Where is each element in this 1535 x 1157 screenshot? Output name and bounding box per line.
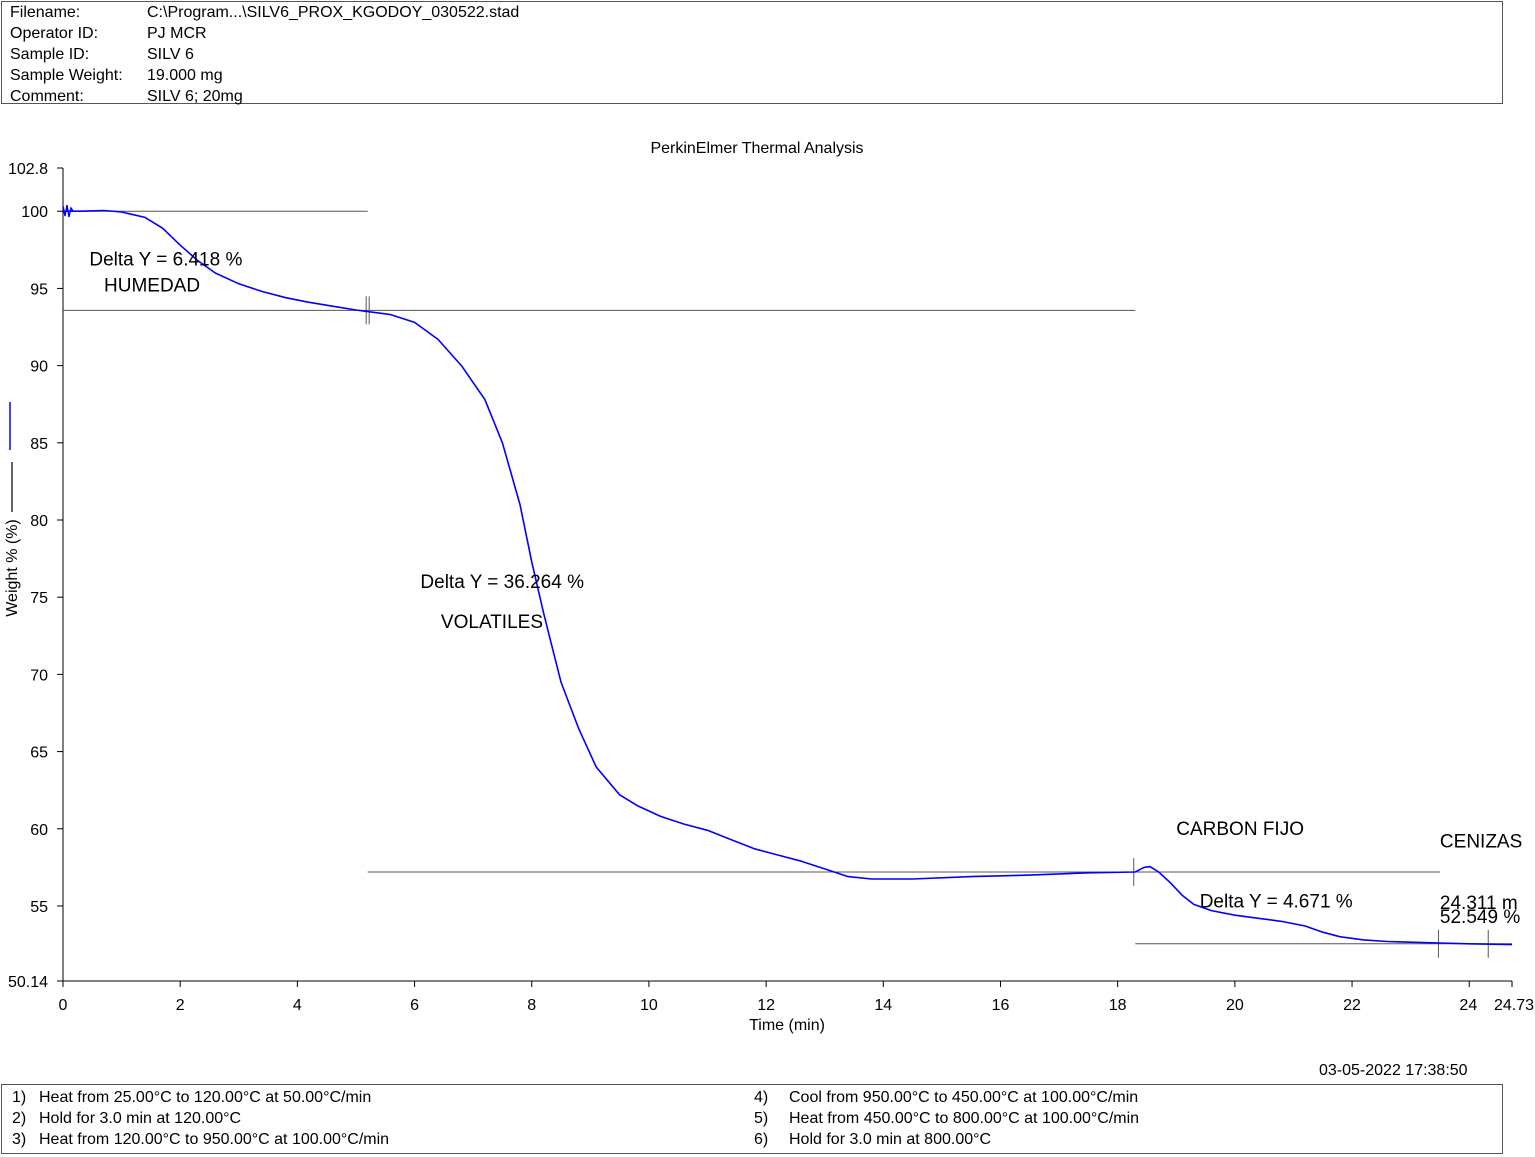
chart-title: PerkinElmer Thermal Analysis	[650, 140, 863, 157]
sample-weight-label: Sample Weight:	[10, 67, 123, 84]
step-text: Hold for 3.0 min at 800.00°C	[789, 1131, 992, 1148]
x-tick-label: 18	[1109, 997, 1127, 1014]
info-row-operator: Operator ID: PJ MCR	[2, 23, 1502, 44]
info-row-comment: Comment: SILV 6; 20mg	[2, 86, 1502, 107]
x-tick-label: 6	[410, 997, 419, 1014]
y-tick-label: 60	[30, 822, 48, 839]
y-tick-label: 65	[30, 745, 48, 762]
annotations: Delta Y = 6.418 % HUMEDAD Delta Y = 36.264…	[89, 249, 1522, 928]
y-tick-label: 55	[30, 899, 48, 916]
info-row-sample-weight: Sample Weight: 19.000 mg	[2, 65, 1502, 86]
step-number: 1)	[12, 1089, 27, 1106]
step-text: Heat from 25.00°C to 120.00°C at 50.00°C…	[39, 1089, 372, 1106]
annotation-label: VOLATILES	[441, 612, 543, 633]
baselines	[63, 210, 1512, 945]
y-tick-label: 70	[30, 667, 48, 684]
x-tick-label: 22	[1343, 997, 1361, 1014]
x-tick-label: 24.73	[1494, 997, 1534, 1014]
x-axis-label: Time (min)	[749, 1017, 825, 1034]
annotation-label: CENIZAS	[1440, 831, 1522, 852]
y-tick-label: 80	[30, 513, 48, 530]
x-tick-label: 20	[1226, 997, 1244, 1014]
annotation-label: Delta Y = 36.264 %	[420, 572, 584, 593]
y-legend: Weight % (%)	[4, 402, 21, 617]
y-axis-label: Weight % (%)	[4, 519, 21, 617]
comment-value: SILV 6; 20mg	[147, 88, 243, 105]
info-row-filename: Filename: C:\Program...\SILV6_PROX_KGODO…	[2, 2, 1502, 23]
y-tick-label: 95	[30, 281, 48, 298]
annotation-label: 24.311 m	[1440, 893, 1518, 914]
weight-curve	[63, 209, 1513, 946]
x-tick-label: 24	[1459, 997, 1477, 1014]
step-number: 6)	[754, 1131, 769, 1148]
x-tick-label: 16	[992, 997, 1010, 1014]
step-text: Heat from 450.00°C to 800.00°C at 100.00…	[789, 1110, 1140, 1127]
comment-label: Comment:	[10, 88, 84, 105]
x-tick-label: 2	[176, 997, 185, 1014]
step-number: 3)	[12, 1131, 27, 1148]
step-text: Hold for 3.0 min at 120.00°C	[39, 1110, 242, 1127]
y-tick-label: 50.14	[8, 974, 48, 991]
method-steps-box: 1) Heat from 25.00°C to 120.00°C at 50.0…	[1, 1084, 1503, 1154]
annotation-label: Delta Y = 6.418 %	[89, 249, 242, 270]
operator-label: Operator ID:	[10, 25, 99, 42]
weight-curve-noise	[62, 204, 74, 218]
step-number: 5)	[754, 1110, 769, 1127]
sample-weight-value: 19.000 mg	[147, 67, 223, 84]
operator-value: PJ MCR	[147, 25, 207, 42]
x-tick-label: 12	[757, 997, 775, 1014]
sample-id-value: SILV 6	[147, 46, 194, 63]
series-group	[62, 204, 1513, 946]
annotation-label: HUMEDAD	[104, 276, 200, 297]
y-tick-label: 85	[30, 436, 48, 453]
x-tick-label: 4	[293, 997, 302, 1014]
y-tick-label: 90	[30, 359, 48, 376]
filename-value: C:\Program...\SILV6_PROX_KGODOY_030522.s…	[147, 4, 520, 21]
x-tick-label: 0	[59, 997, 68, 1014]
step-text: Heat from 120.00°C to 950.00°C at 100.00…	[39, 1131, 390, 1148]
x-tick-label: 8	[527, 997, 536, 1014]
sample-id-label: Sample ID:	[10, 46, 90, 63]
x-tick-label: 10	[640, 997, 658, 1014]
annotation-label: Delta Y = 4.671 %	[1200, 892, 1353, 913]
timestamp: 03-05-2022 17:38:50	[1319, 1062, 1468, 1079]
step-number: 2)	[12, 1110, 27, 1127]
annotation-label: 52.549 %	[1440, 907, 1520, 928]
filename-label: Filename:	[10, 4, 81, 21]
y-tick-label: 102.8	[8, 161, 48, 178]
step-number: 4)	[754, 1089, 769, 1106]
y-tick-label: 75	[30, 590, 48, 607]
sample-info-box: Filename: C:\Program...\SILV6_PROX_KGODO…	[1, 1, 1503, 107]
annotation-label: CARBON FIJO	[1176, 819, 1304, 840]
step-text: Cool from 950.00°C to 450.00°C at 100.00…	[789, 1089, 1139, 1106]
info-row-sample-id: Sample ID: SILV 6	[2, 44, 1502, 65]
x-tick-label: 14	[874, 997, 892, 1014]
y-tick-label: 100	[21, 204, 48, 221]
